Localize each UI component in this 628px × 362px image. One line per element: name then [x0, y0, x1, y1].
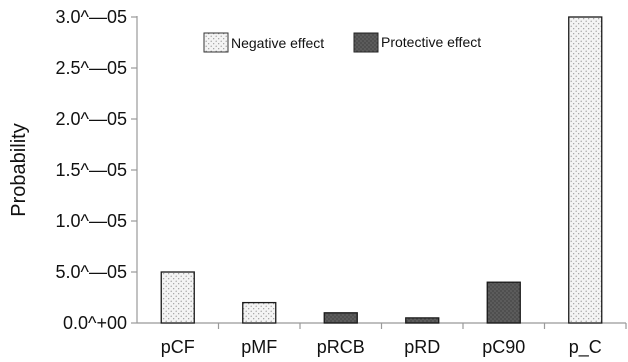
y-axis: 0.0^+00 5.0^—05 1.0^—05 1.5^—05 2.0^—05 2.5^—… [56, 7, 138, 333]
y-tick-label: 0.0^+00 [63, 313, 127, 333]
x-tick-label: pRD [404, 337, 440, 357]
bar-pmf [242, 301, 277, 324]
y-ticks: 0.0^+00 5.0^—05 1.0^—05 1.5^—05 2.0^—05 2.5^—… [56, 7, 137, 333]
x-tick-label: pCF [161, 337, 195, 357]
bar-prcb [323, 312, 358, 324]
x-tick-label: p_C [569, 337, 602, 358]
legend-label-protective: Protective effect [381, 34, 481, 50]
bar-pc90 [486, 281, 521, 324]
y-tick-label: 1.5^—05 [56, 160, 128, 180]
legend-swatch-negative [203, 32, 229, 53]
x-tick-label: pMF [241, 337, 277, 357]
bars [160, 16, 603, 324]
x-tick-label: pRCB [317, 337, 365, 357]
x-axis: pCF pMF pRCB pRD pC90 p_C [137, 322, 627, 358]
legend-swatch-protective [353, 32, 379, 53]
x-tick-label: pC90 [482, 337, 525, 357]
legend: Negative effect Protective effect [203, 32, 481, 53]
legend-label-negative: Negative effect [231, 35, 324, 51]
y-tick-label: 3.0^—05 [56, 7, 128, 27]
bar-p-c [568, 16, 603, 324]
y-axis-title: Probability [8, 123, 30, 216]
y-tick-label: 2.5^—05 [56, 58, 128, 78]
bar-pcf [160, 271, 195, 324]
bar-prd [405, 317, 440, 324]
y-tick-label: 2.0^—05 [56, 109, 128, 129]
y-tick-label: 1.0^—05 [56, 211, 128, 231]
x-ticks: pCF pMF pRCB pRD pC90 p_C [161, 323, 627, 358]
y-tick-label: 5.0^—05 [56, 262, 128, 282]
